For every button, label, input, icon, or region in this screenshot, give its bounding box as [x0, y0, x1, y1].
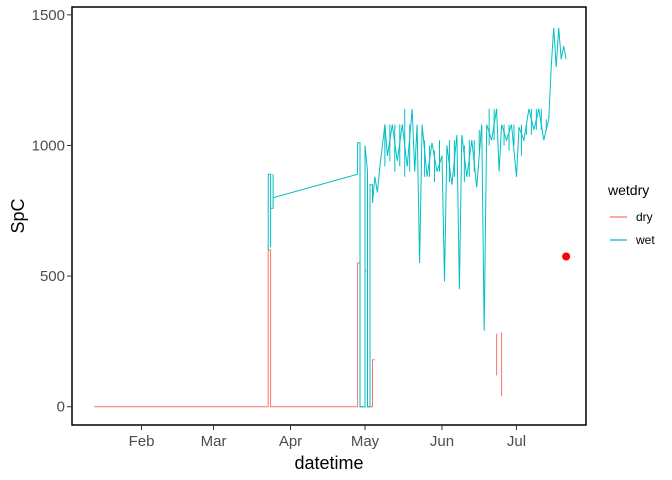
x-axis: Feb Mar Apr May Jun Jul [129, 425, 526, 450]
y-tick-label: 1500 [32, 7, 65, 24]
y-axis-title: SpC [8, 198, 28, 233]
legend: wetdry dry wet [607, 182, 655, 247]
legend-label-dry: dry [636, 210, 653, 224]
x-tick-label: Feb [129, 433, 155, 450]
legend-label-wet: wet [635, 233, 655, 247]
y-tick-label: 500 [40, 268, 65, 285]
y-axis: 0 500 1000 1500 [32, 7, 72, 416]
x-axis-title: datetime [294, 453, 363, 473]
y-tick-label: 1000 [32, 137, 65, 154]
legend-title: wetdry [607, 182, 649, 198]
y-tick-label: 0 [57, 399, 65, 416]
x-tick-label: Mar [201, 433, 227, 450]
x-tick-label: Jun [430, 433, 454, 450]
plot-panel [71, 6, 587, 426]
marker-point [562, 252, 571, 261]
x-tick-label: Jul [507, 433, 526, 450]
series-layer [94, 27, 571, 408]
x-tick-label: May [351, 433, 380, 450]
x-tick-label: Apr [279, 433, 302, 450]
